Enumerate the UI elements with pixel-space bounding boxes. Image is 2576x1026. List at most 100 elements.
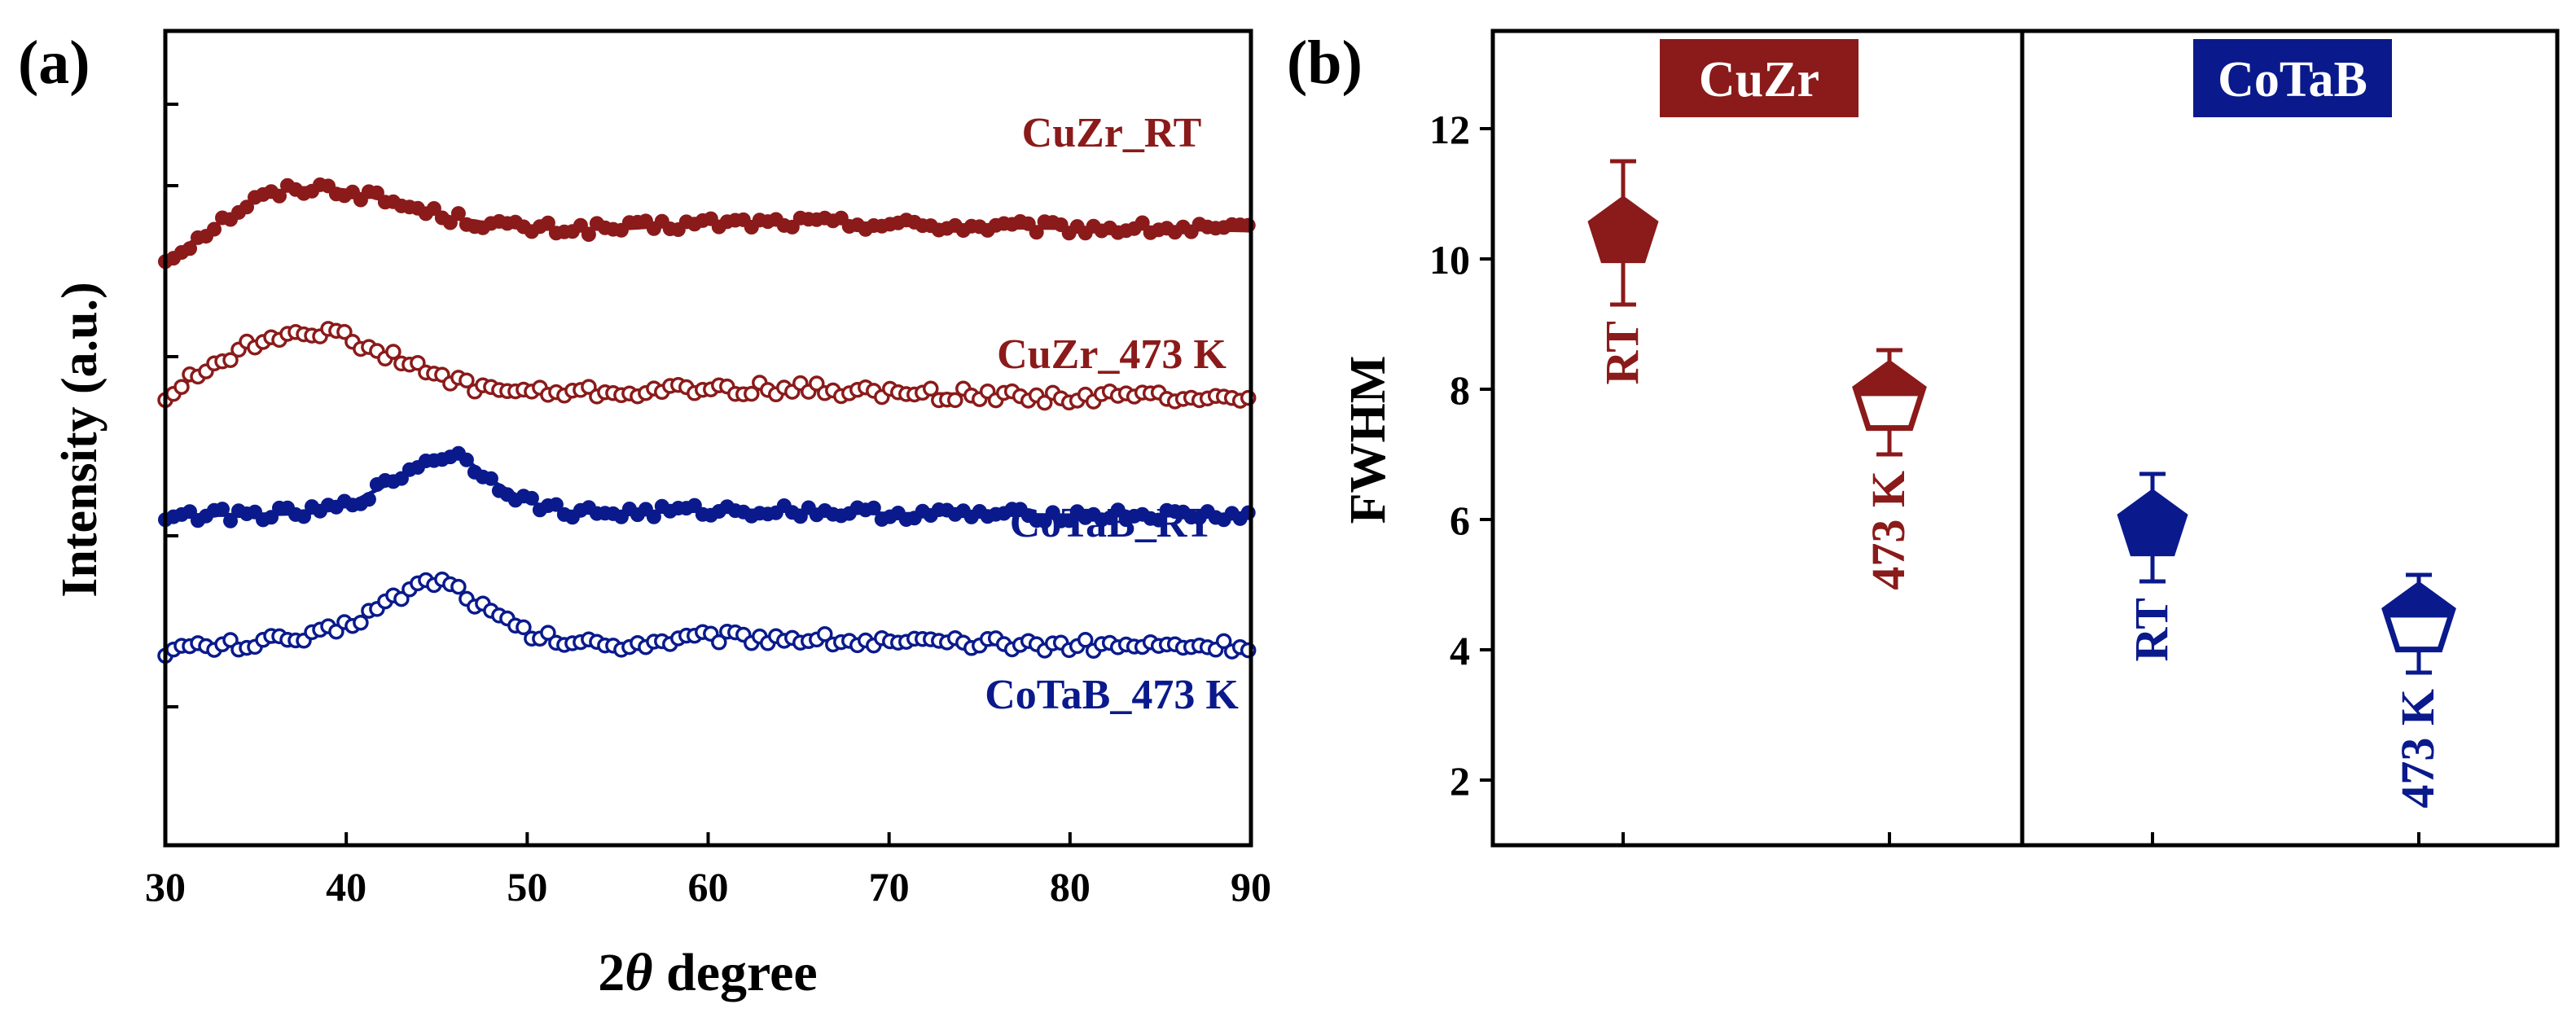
data-point <box>393 471 409 486</box>
data-point <box>744 385 760 402</box>
group-label-cotab: CoTaB <box>2193 39 2392 117</box>
series-label-cotab-rt: CoTaB_RT <box>1010 500 1214 546</box>
group-label-box <box>1660 39 1858 117</box>
data-point <box>1110 502 1126 518</box>
x-tick-label: 30 <box>145 864 186 910</box>
data-point <box>581 379 597 395</box>
point-cotab-rt: RT <box>2117 471 2188 662</box>
y-tick-label: 2 <box>1450 758 1470 804</box>
point-cuzr-rt: RT <box>1587 159 1659 385</box>
y-tick-label: 6 <box>1450 498 1470 543</box>
pentagon-marker-band <box>1855 386 1924 397</box>
panel-b-label: (b) <box>1287 28 1363 97</box>
data-point <box>459 372 475 388</box>
series-cuzr-473-k <box>157 321 1257 411</box>
data-point <box>540 625 556 641</box>
data-point <box>1134 215 1150 230</box>
y-tick-label: 12 <box>1429 107 1470 152</box>
data-point <box>410 354 426 371</box>
data-point <box>296 509 311 524</box>
data-point <box>1036 394 1053 411</box>
series-label-cuzr-473-k: CuZr_473 K <box>997 331 1227 378</box>
data-point <box>385 344 402 360</box>
data-point <box>223 513 238 528</box>
panel-b-plot-frame <box>1490 28 2560 848</box>
data-point <box>866 500 881 515</box>
group-label-text: CuZr <box>1699 52 1819 107</box>
data-point <box>264 510 279 525</box>
data-point <box>207 221 222 237</box>
point-cuzr-473-k: 473 K <box>1852 348 1927 590</box>
panel-a-x-axis-label: 2θ degree <box>598 943 817 1002</box>
data-point <box>947 392 963 409</box>
data-point <box>1215 633 1232 650</box>
data-point <box>516 619 532 636</box>
xrd-series-group <box>157 177 1257 664</box>
x-axis-label-theta: θ <box>625 943 652 1002</box>
group-label-cuzr: CuZr <box>1660 39 1858 117</box>
data-point <box>483 471 498 486</box>
panel-b-y-axis-label: FWHM <box>1341 356 1396 524</box>
x-tick-label: 40 <box>326 864 366 910</box>
data-point <box>923 380 939 397</box>
x-tick-label: 70 <box>869 864 910 910</box>
x-axis-label-suffix: degree <box>653 943 818 1002</box>
x-tick-label: 60 <box>688 864 729 910</box>
panel-b-y-ticks: 2 4 6 8 10 12 <box>1429 107 1493 804</box>
data-point <box>336 323 353 340</box>
data-point <box>1061 513 1077 528</box>
data-point <box>581 227 596 242</box>
data-point <box>792 509 808 524</box>
data-point <box>646 509 661 524</box>
data-point <box>524 490 539 506</box>
series-label-cotab-473-k: CoTaB_473 K <box>985 672 1239 718</box>
pentagon-marker-band <box>2385 607 2453 618</box>
panel-a-xrd: (a) 30 40 50 60 70 80 90 Intensity (a.u.) 2θ d… <box>18 28 1271 1002</box>
pentagon-marker <box>1587 195 1659 264</box>
data-point <box>450 206 466 221</box>
data-point <box>548 497 564 512</box>
data-point <box>711 634 727 651</box>
pentagon-marker <box>2117 489 2188 557</box>
panel-b-group-labels: CuZr CoTaB <box>1660 39 2392 117</box>
x-tick-label: 90 <box>1231 864 1271 910</box>
group-label-box <box>2193 39 2392 117</box>
y-tick-label: 8 <box>1450 367 1470 413</box>
data-point <box>426 201 441 216</box>
x-tick-label: 50 <box>507 864 547 910</box>
data-point <box>369 185 384 200</box>
data-point <box>450 578 467 595</box>
data-point <box>361 492 376 507</box>
series-cuzr-rt <box>158 177 1256 270</box>
series-label-cuzr-rt: CuZr_RT <box>1022 110 1202 156</box>
x-axis-label-prefix: 2 <box>598 943 625 1002</box>
panel-a-y-axis-label: Intensity (a.u.) <box>52 282 108 598</box>
data-point <box>215 502 230 517</box>
panel-a-x-ticks: 30 40 50 60 70 80 90 <box>145 832 1271 910</box>
data-point <box>182 504 197 520</box>
y-tick-label: 4 <box>1450 628 1470 673</box>
data-point <box>1077 632 1094 648</box>
data-point <box>817 625 833 642</box>
data-point <box>540 215 555 230</box>
panel-a-series-labels: CuZr_RT CuZr_473 K CoTaB_RT CoTaB_473 K <box>985 110 1239 718</box>
data-point <box>459 452 474 467</box>
panel-a-label: (a) <box>18 28 90 97</box>
point-cotab-473-k: 473 K <box>2381 572 2456 809</box>
point-label: 473 K <box>2391 689 2444 809</box>
data-point <box>573 217 588 233</box>
data-point <box>328 623 344 640</box>
panel-b-points: RT 473 K RT 473 K <box>1587 159 2456 809</box>
group-label-text: CoTaB <box>2218 52 2368 107</box>
panel-b-fwhm: (b) 2 4 6 8 10 12 FWHM CuZr CoTaB RT 473 K RT 473… <box>1287 28 2560 848</box>
data-point <box>173 379 190 395</box>
pentagon-marker-top-fill <box>2385 585 2453 610</box>
data-point <box>222 632 239 648</box>
series-cotab-473-k <box>157 571 1257 664</box>
data-point <box>272 188 287 204</box>
data-point <box>687 498 702 513</box>
data-point <box>222 352 239 368</box>
x-tick-label: 80 <box>1050 864 1091 910</box>
data-point <box>1151 512 1166 528</box>
